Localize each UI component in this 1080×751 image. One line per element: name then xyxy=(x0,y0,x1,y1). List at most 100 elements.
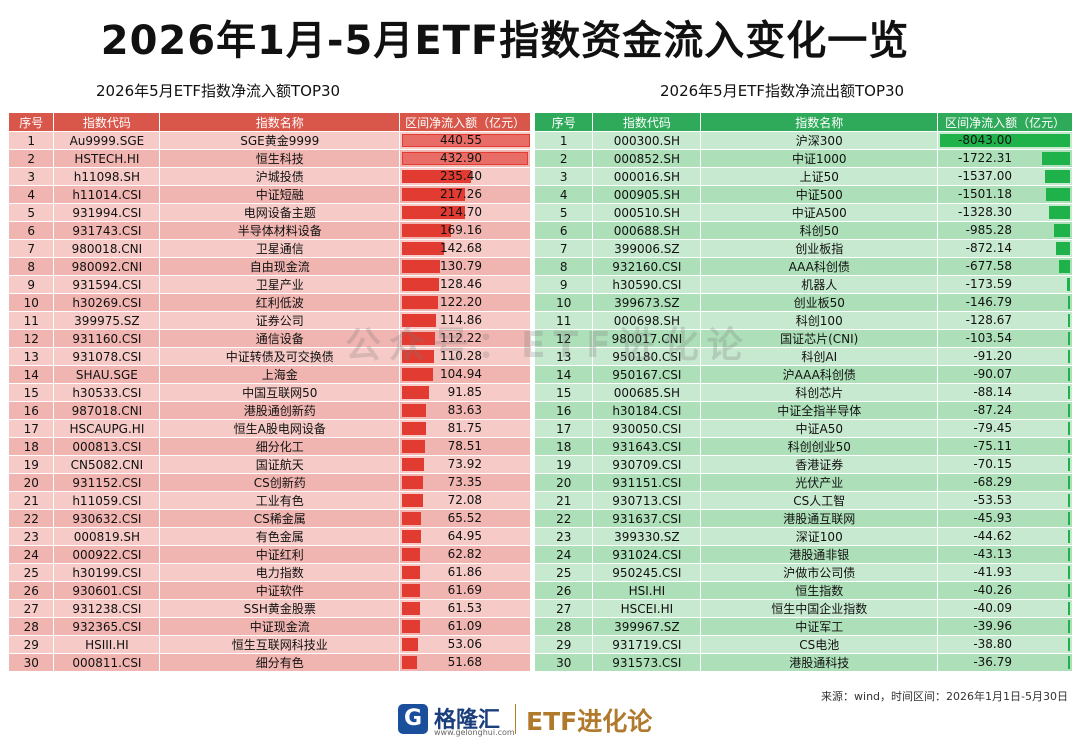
index-name: 证券公司 xyxy=(159,311,401,330)
index-name: AAA科创债 xyxy=(700,257,939,276)
net-inflow-bar xyxy=(402,260,441,273)
net-inflow-value: -87.24 xyxy=(973,403,1012,417)
row-index: 25 xyxy=(535,563,594,582)
table-row: 21 930713.CSI CS人工智 -53.53 xyxy=(535,491,1073,510)
index-code: 000813.CSI xyxy=(53,437,161,456)
index-name: 中国互联网50 xyxy=(159,383,401,402)
row-index: 1 xyxy=(535,131,594,150)
net-inflow-value: -88.14 xyxy=(973,385,1012,399)
index-code: SHAU.SGE xyxy=(53,365,161,384)
table-row: 1 000300.SH 沪深300 -8043.00 xyxy=(535,131,1073,150)
index-name: 中证短融 xyxy=(159,185,401,204)
index-code: 930632.CSI xyxy=(53,509,161,528)
index-code: 399975.SZ xyxy=(53,311,161,330)
net-inflow-value: 72.08 xyxy=(447,493,482,507)
index-name: 通信设备 xyxy=(159,329,401,348)
net-inflow-bar xyxy=(1067,296,1070,309)
table-row: 23 399330.SZ 深证100 -44.62 xyxy=(535,527,1073,546)
net-inflow-bar xyxy=(402,350,435,363)
index-name: SSH黄金股票 xyxy=(159,599,401,618)
index-code: 931637.CSI xyxy=(592,509,702,528)
index-code: h30590.CSI xyxy=(592,275,702,294)
row-index: 26 xyxy=(535,581,594,600)
net-inflow-cell: -40.26 xyxy=(937,581,1073,600)
table-row: 13 931078.CSI 中证转债及可交换债 110.28 xyxy=(9,347,531,366)
net-inflow-cell: 61.69 xyxy=(399,581,531,600)
table-row: 17 930050.CSI 中证A50 -79.45 xyxy=(535,419,1073,438)
index-code: 931078.CSI xyxy=(53,347,161,366)
row-index: 10 xyxy=(9,293,55,312)
table-row: 8 980092.CNI 自由现金流 130.79 xyxy=(9,257,531,276)
net-inflow-value: 130.79 xyxy=(440,259,482,273)
index-name: 国证航天 xyxy=(159,455,401,474)
header-name: 指数名称 xyxy=(159,113,401,132)
table-row: 22 930632.CSI CS稀金属 65.52 xyxy=(9,509,531,528)
row-index: 11 xyxy=(9,311,55,330)
net-inflow-value: -1328.30 xyxy=(958,205,1012,219)
index-name: 卫星产业 xyxy=(159,275,401,294)
net-inflow-cell: 65.52 xyxy=(399,509,531,528)
net-inflow-cell: -88.14 xyxy=(937,383,1073,402)
net-inflow-cell: -79.45 xyxy=(937,419,1073,438)
net-inflow-value: -872.14 xyxy=(965,241,1012,255)
net-inflow-cell: 214.70 xyxy=(399,203,531,222)
row-index: 2 xyxy=(9,149,55,168)
net-inflow-bar xyxy=(1059,260,1070,273)
table-row: 10 399673.SZ 创业板50 -146.79 xyxy=(535,293,1073,312)
table-row: 23 000819.SH 有色金属 64.95 xyxy=(9,527,531,546)
net-inflow-cell: -1722.31 xyxy=(937,149,1073,168)
net-inflow-value: 73.92 xyxy=(447,457,482,471)
table-row: 26 930601.CSI 中证软件 61.69 xyxy=(9,581,531,600)
table-row: 24 931024.CSI 港股通非银 -43.13 xyxy=(535,545,1073,564)
net-inflow-cell: 235.40 xyxy=(399,167,531,186)
index-name: 恒生A股电网设备 xyxy=(159,419,401,438)
table-row: 26 HSI.HI 恒生指数 -40.26 xyxy=(535,581,1073,600)
index-name: 细分有色 xyxy=(159,653,401,672)
net-inflow-value: -1537.00 xyxy=(958,169,1012,183)
row-index: 27 xyxy=(9,599,55,618)
net-inflow-cell: 72.08 xyxy=(399,491,531,510)
net-inflow-cell: -36.79 xyxy=(937,653,1073,672)
net-inflow-cell: -1537.00 xyxy=(937,167,1073,186)
net-inflow-value: 112.22 xyxy=(440,331,482,345)
index-code: 930050.CSI xyxy=(592,419,702,438)
net-inflow-bar xyxy=(1068,332,1070,345)
table-row: 11 399975.SZ 证券公司 114.86 xyxy=(9,311,531,330)
index-name: 卫星通信 xyxy=(159,239,401,258)
net-inflow-bar xyxy=(402,512,422,525)
index-code: HSIII.HI xyxy=(53,635,161,654)
index-name: 上海金 xyxy=(159,365,401,384)
net-inflow-cell: -103.54 xyxy=(937,329,1073,348)
row-index: 9 xyxy=(9,275,55,294)
index-name: 沪城投债 xyxy=(159,167,401,186)
table-row: 5 931994.CSI 电网设备主题 214.70 xyxy=(9,203,531,222)
index-name: 半导体材料设备 xyxy=(159,221,401,240)
net-inflow-bar xyxy=(402,170,471,183)
net-inflow-bar xyxy=(1068,386,1070,399)
header-index: 序号 xyxy=(535,113,594,132)
outflow-table-title: 2026年5月ETF指数净流出额TOP30 xyxy=(660,82,905,100)
table-row: 6 000688.SH 科创50 -985.28 xyxy=(535,221,1073,240)
net-inflow-value: 440.55 xyxy=(440,133,482,147)
index-code: 399006.SZ xyxy=(592,239,702,258)
net-inflow-value: -40.09 xyxy=(973,601,1012,615)
net-inflow-value: -8043.00 xyxy=(958,133,1012,147)
index-code: 932365.CSI xyxy=(53,617,161,636)
net-inflow-value: 51.68 xyxy=(447,655,482,669)
index-name: 科创创业50 xyxy=(700,437,939,456)
row-index: 14 xyxy=(535,365,594,384)
index-code: 000905.SH xyxy=(592,185,702,204)
index-code: 000685.SH xyxy=(592,383,702,402)
index-code: 000819.SH xyxy=(53,527,161,546)
net-inflow-value: 73.35 xyxy=(447,475,482,489)
row-index: 21 xyxy=(9,491,55,510)
table-row: 22 931637.CSI 港股通互联网 -45.93 xyxy=(535,509,1073,528)
net-inflow-value: 61.86 xyxy=(447,565,482,579)
index-code: 931152.CSI xyxy=(53,473,161,492)
table-row: 3 h11098.SH 沪城投债 235.40 xyxy=(9,167,531,186)
net-inflow-cell: 73.92 xyxy=(399,455,531,474)
index-name: 创业板50 xyxy=(700,293,939,312)
net-inflow-cell: -677.58 xyxy=(937,257,1073,276)
header-code: 指数代码 xyxy=(592,113,702,132)
row-index: 28 xyxy=(535,617,594,636)
